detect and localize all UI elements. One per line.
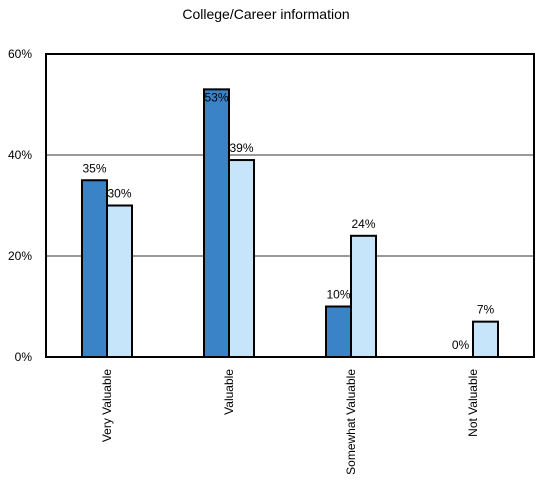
data-label: 53% bbox=[204, 90, 228, 104]
x-category-label: Somewhat Valuable bbox=[344, 369, 358, 475]
bar-series-1-2 bbox=[325, 305, 352, 358]
data-label: 0% bbox=[452, 338, 470, 352]
data-label: 7% bbox=[477, 303, 495, 317]
y-tick-label: 40% bbox=[8, 148, 32, 162]
y-axis-ticks: 0% 20% 40% 60% bbox=[8, 47, 32, 364]
x-category-label: Not Valuable bbox=[466, 369, 480, 437]
bars bbox=[81, 88, 499, 358]
y-tick-label: 0% bbox=[15, 350, 33, 364]
bar-series-2-3 bbox=[472, 320, 499, 358]
bar-series-1-0 bbox=[81, 179, 108, 358]
bar-series-2-2 bbox=[350, 234, 377, 358]
x-axis-categories: Very Valuable Valuable Somewhat Valuable No… bbox=[100, 369, 480, 475]
data-label: 39% bbox=[229, 141, 253, 155]
chart-title: College/Career information bbox=[182, 6, 349, 22]
data-label: 10% bbox=[326, 288, 350, 302]
y-tick-label: 20% bbox=[8, 249, 32, 263]
bar-series-2-0 bbox=[106, 204, 133, 358]
data-labels: 35%30% 53% 39% 10% 24% 0% 7% bbox=[82, 90, 494, 352]
plot-area-border bbox=[45, 53, 535, 358]
bar-series-1-1 bbox=[203, 88, 230, 358]
x-category-label: Very Valuable bbox=[100, 369, 114, 442]
x-category-label: Valuable bbox=[222, 369, 236, 415]
data-label: 35% bbox=[82, 161, 106, 175]
bar-series-2-1 bbox=[228, 159, 255, 358]
data-label: 30% bbox=[107, 187, 131, 201]
y-tick-label: 60% bbox=[8, 47, 32, 61]
data-label: 24% bbox=[351, 217, 375, 231]
